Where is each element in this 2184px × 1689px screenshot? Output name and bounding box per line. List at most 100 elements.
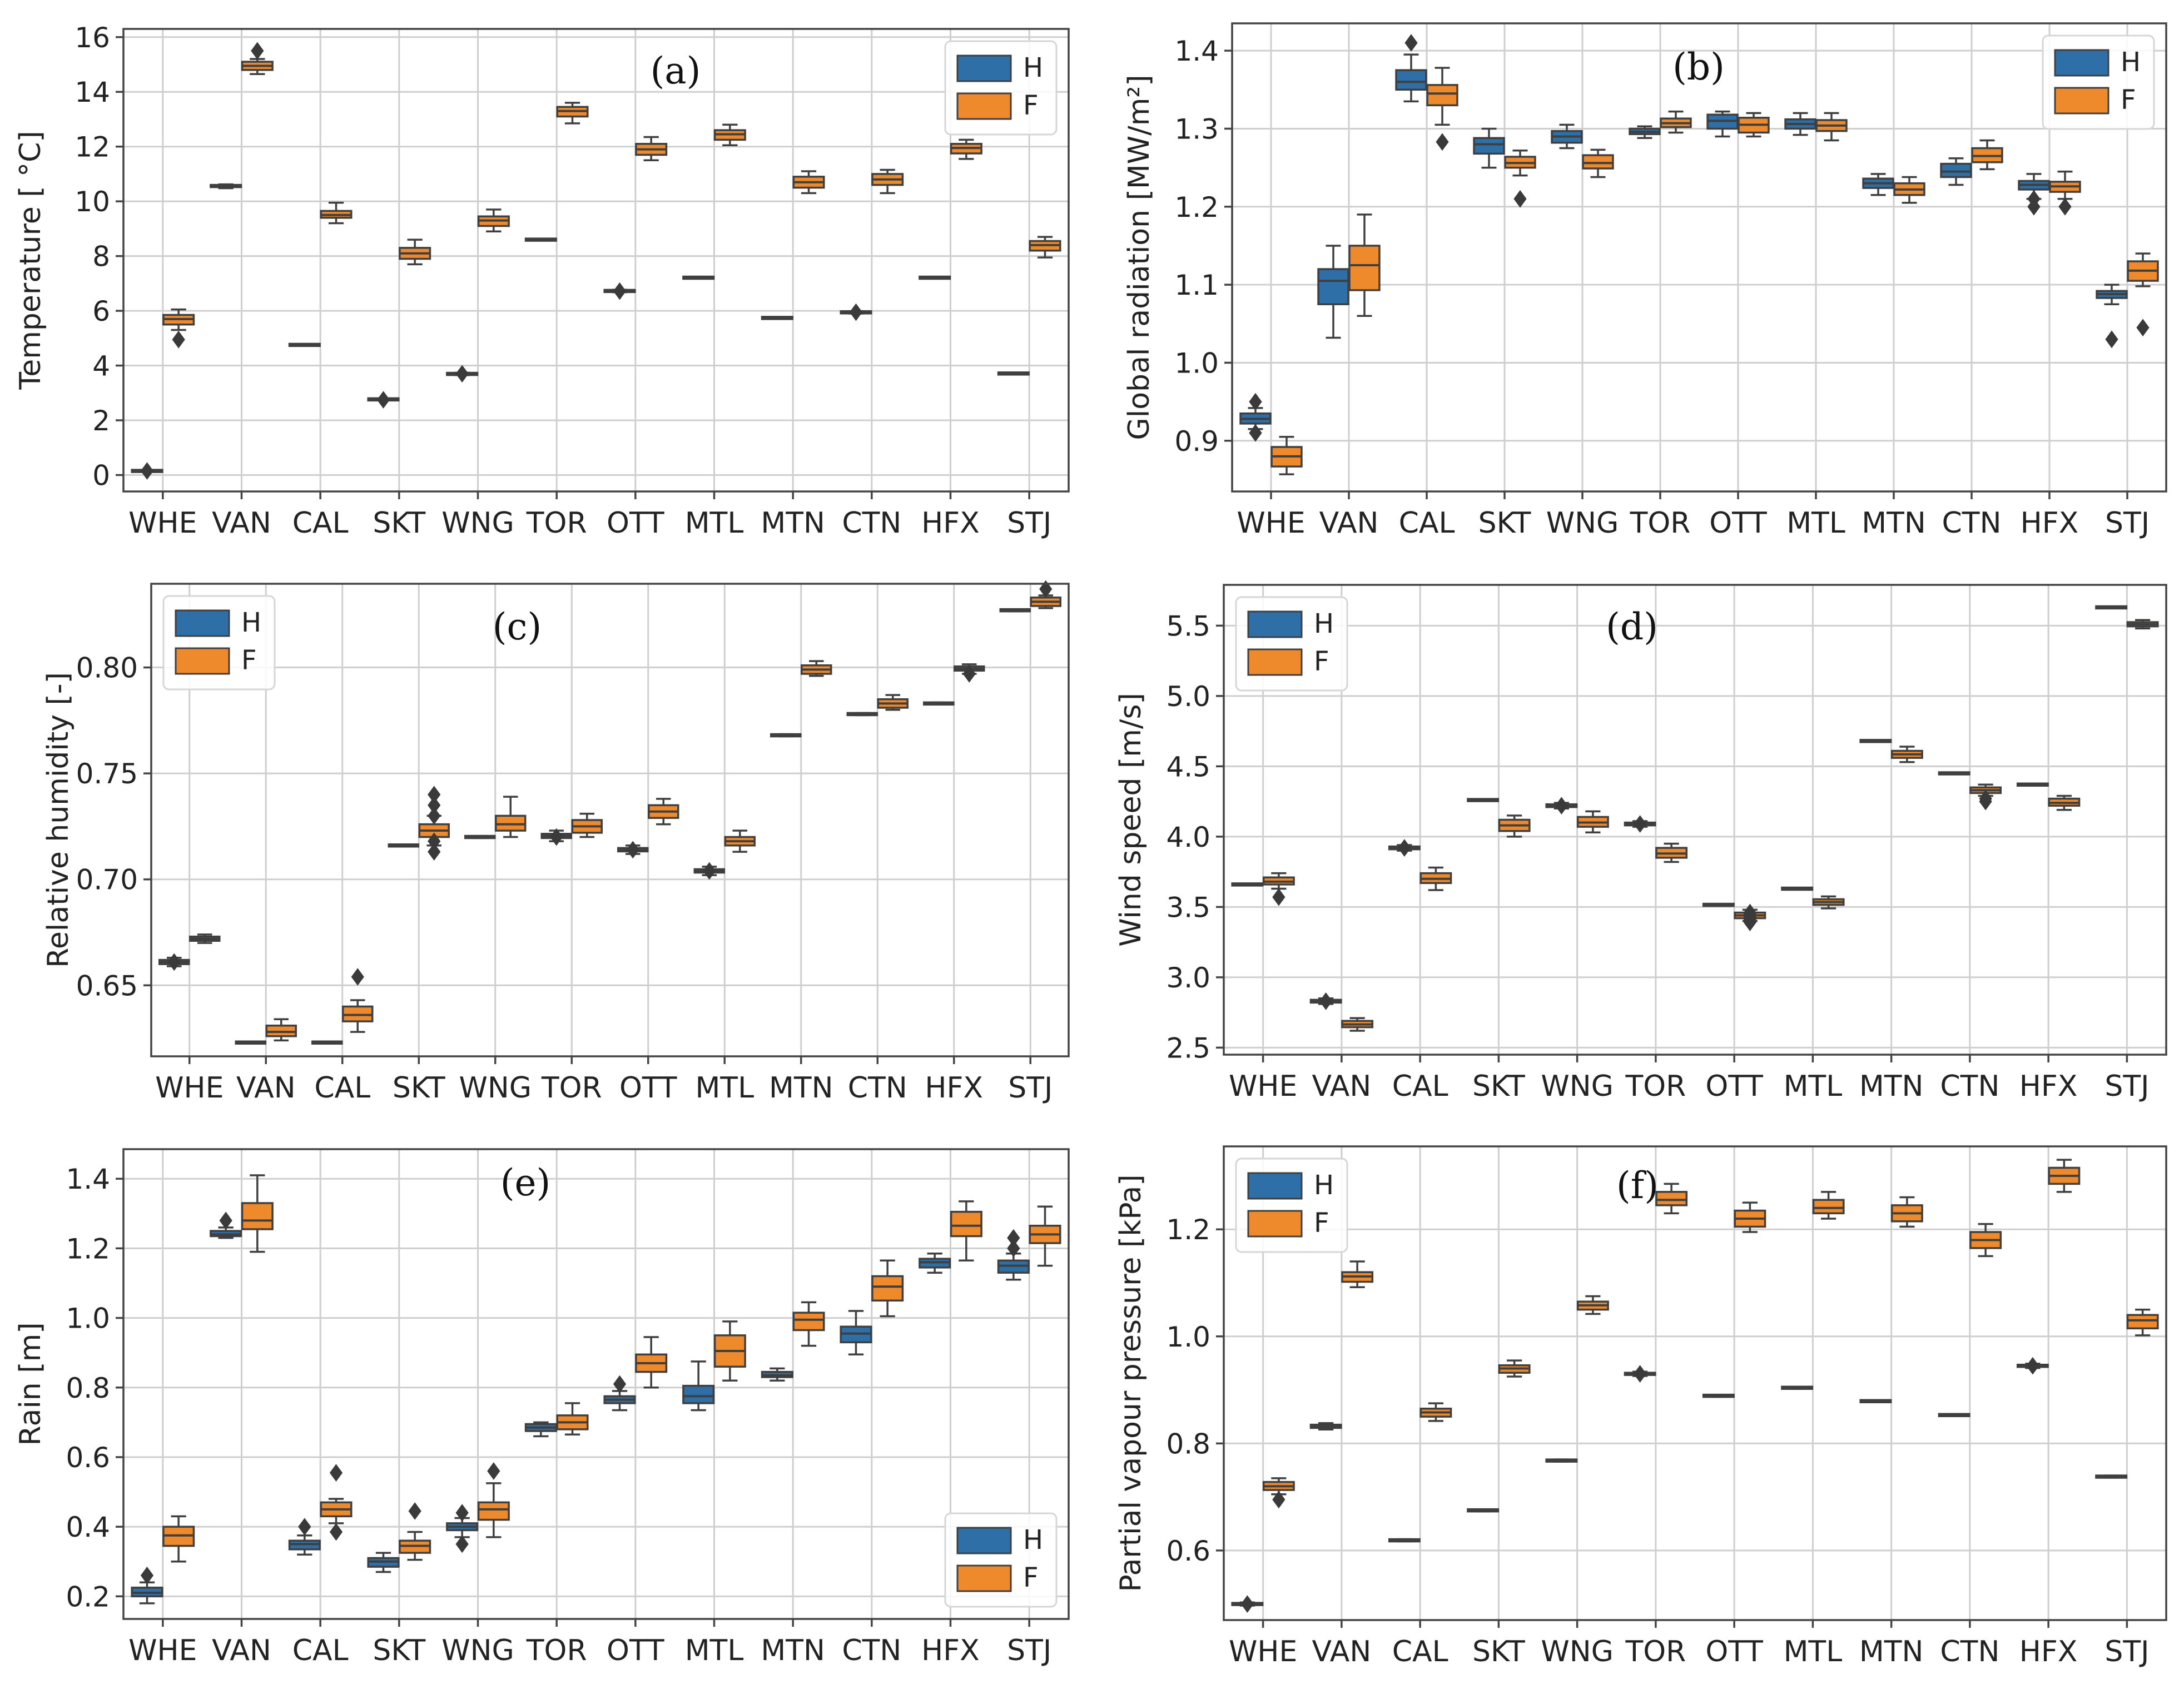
x-tick-label: TOR [1625, 1070, 1686, 1103]
y-tick-label: 5.0 [1166, 680, 1210, 713]
x-tick-label: VAN [1319, 506, 1379, 540]
x-tick-label: WHE [1229, 1635, 1297, 1668]
plot-frame [1231, 22, 2167, 493]
box-body [1655, 1191, 1688, 1206]
box-body [1317, 268, 1349, 305]
box-H-SKT [1467, 798, 1500, 802]
y-tick-label: 1.4 [66, 1163, 110, 1195]
box-F-WNG [1576, 810, 1609, 834]
x-tick-label: VAN [1312, 1635, 1372, 1668]
x-tick-label: HFX [2021, 506, 2079, 540]
box-H-STJ [2095, 1474, 2128, 1479]
legend-label-F: F [1023, 1562, 1039, 1593]
plot-frame [150, 583, 1070, 1057]
box-H-CTN [1940, 157, 1972, 186]
box-F-STJ [2127, 252, 2159, 337]
box-F-STJ [1029, 1205, 1061, 1267]
box-F-OTT [1734, 903, 1766, 932]
outlier-marker [1272, 888, 1285, 906]
x-tick-label: CTN [1942, 506, 2002, 540]
outlier-marker [1249, 424, 1262, 442]
x-tick-label: STJ [2105, 506, 2150, 540]
outlier-marker [1249, 393, 1262, 411]
box-F-CTN [871, 1259, 904, 1318]
x-tick-label: CAL [1392, 1070, 1448, 1103]
box-body [871, 1275, 904, 1302]
box-F-WNG [477, 208, 510, 233]
box-F-TOR [556, 102, 589, 125]
y-tick-label: 1.3 [1174, 113, 1219, 145]
legend-label-F: F [241, 645, 257, 676]
box-H-CAL [288, 1518, 321, 1556]
box-body [682, 1384, 715, 1404]
box-H-WNG [1545, 797, 1578, 815]
box-F-MTL [713, 1320, 746, 1382]
legend: HF [944, 40, 1058, 136]
x-tick-label: CTN [842, 1634, 901, 1667]
outlier-marker [1398, 839, 1411, 857]
box-F-MTL [1812, 1191, 1845, 1220]
box-F-STJ [2126, 619, 2159, 630]
box-F-WHE [189, 933, 221, 944]
box-H-VAN [235, 1040, 266, 1045]
box-H-VAN [210, 1211, 242, 1239]
y-tick-label: 1.1 [1174, 269, 1219, 301]
box-F-CAL [1426, 67, 1458, 151]
box-F-VAN [1348, 213, 1381, 317]
box-H-OTT [603, 282, 636, 300]
legend-swatch-F [175, 647, 230, 675]
x-tick-label: HFX [2019, 1635, 2078, 1668]
box-F-OTT [1734, 1201, 1766, 1233]
box-H-HFX [919, 275, 951, 280]
box-body [1812, 1199, 1845, 1215]
legend-label-H: H [241, 607, 261, 638]
box-F-SKT [1504, 149, 1536, 208]
y-tick-label: 1.0 [1174, 347, 1219, 379]
x-tick-label: OTT [607, 1634, 664, 1667]
x-tick-label: TOR [526, 506, 587, 540]
x-tick-label: WHE [1229, 1070, 1297, 1103]
legend-label-H: H [2121, 47, 2141, 78]
box-F-TOR [1655, 1183, 1688, 1215]
y-tick-label: 0.8 [66, 1372, 110, 1404]
y-tick-label: 3.0 [1166, 962, 1210, 994]
legend-swatch-H [956, 54, 1012, 82]
box-F-STJ [1030, 580, 1061, 609]
y-tick-label: 1.4 [1174, 35, 1219, 67]
box-H-OTT [603, 1375, 636, 1412]
x-tick-label: MTL [685, 1634, 744, 1667]
box-H-HFX [923, 701, 955, 706]
box-F-STJ [2126, 1308, 2159, 1337]
box-F-WNG [495, 796, 527, 838]
x-tick-label: OTT [607, 506, 664, 540]
box-H-MTN [1859, 1399, 1892, 1404]
box-H-STJ [997, 371, 1030, 376]
box-H-STJ [999, 608, 1031, 613]
box-body [1348, 245, 1381, 291]
box-H-MTN [761, 316, 793, 320]
outlier-marker [428, 807, 441, 825]
y-tick-label: 0.9 [1174, 425, 1219, 458]
y-tick-label: 5.5 [1166, 610, 1210, 642]
box-F-WNG [477, 1462, 510, 1538]
y-tick-label: 1.2 [1174, 191, 1219, 223]
outlier-marker [1319, 992, 1333, 1010]
legend: HF [944, 1512, 1058, 1608]
box-H-HFX [2016, 782, 2049, 787]
x-tick-label: MTN [1859, 1635, 1924, 1668]
y-tick-label: 12 [75, 131, 110, 163]
y-tick-label: 0.6 [66, 1442, 110, 1474]
box-H-MTL [682, 1360, 715, 1412]
outlier-marker [329, 1464, 343, 1482]
box-F-SKT [399, 239, 431, 266]
box-H-STJ [997, 1229, 1030, 1281]
x-tick-label: OTT [1709, 506, 1767, 540]
box-F-HFX [954, 663, 985, 683]
box-F-SKT [1498, 814, 1531, 838]
y-axis-label: Partial vapour pressure [kPa] [1114, 1175, 1148, 1592]
panel-e: 0.2 0.4 0.6 0.8 1.0 1.2 1.4 WHE VAN CAL SKT WNG TOR O… [14, 1148, 1070, 1667]
x-tick-label: WNG [441, 506, 514, 540]
x-tick-label: WNG [1541, 1635, 1614, 1668]
box-F-VAN [1341, 1017, 1374, 1032]
outlier-marker [849, 303, 863, 321]
